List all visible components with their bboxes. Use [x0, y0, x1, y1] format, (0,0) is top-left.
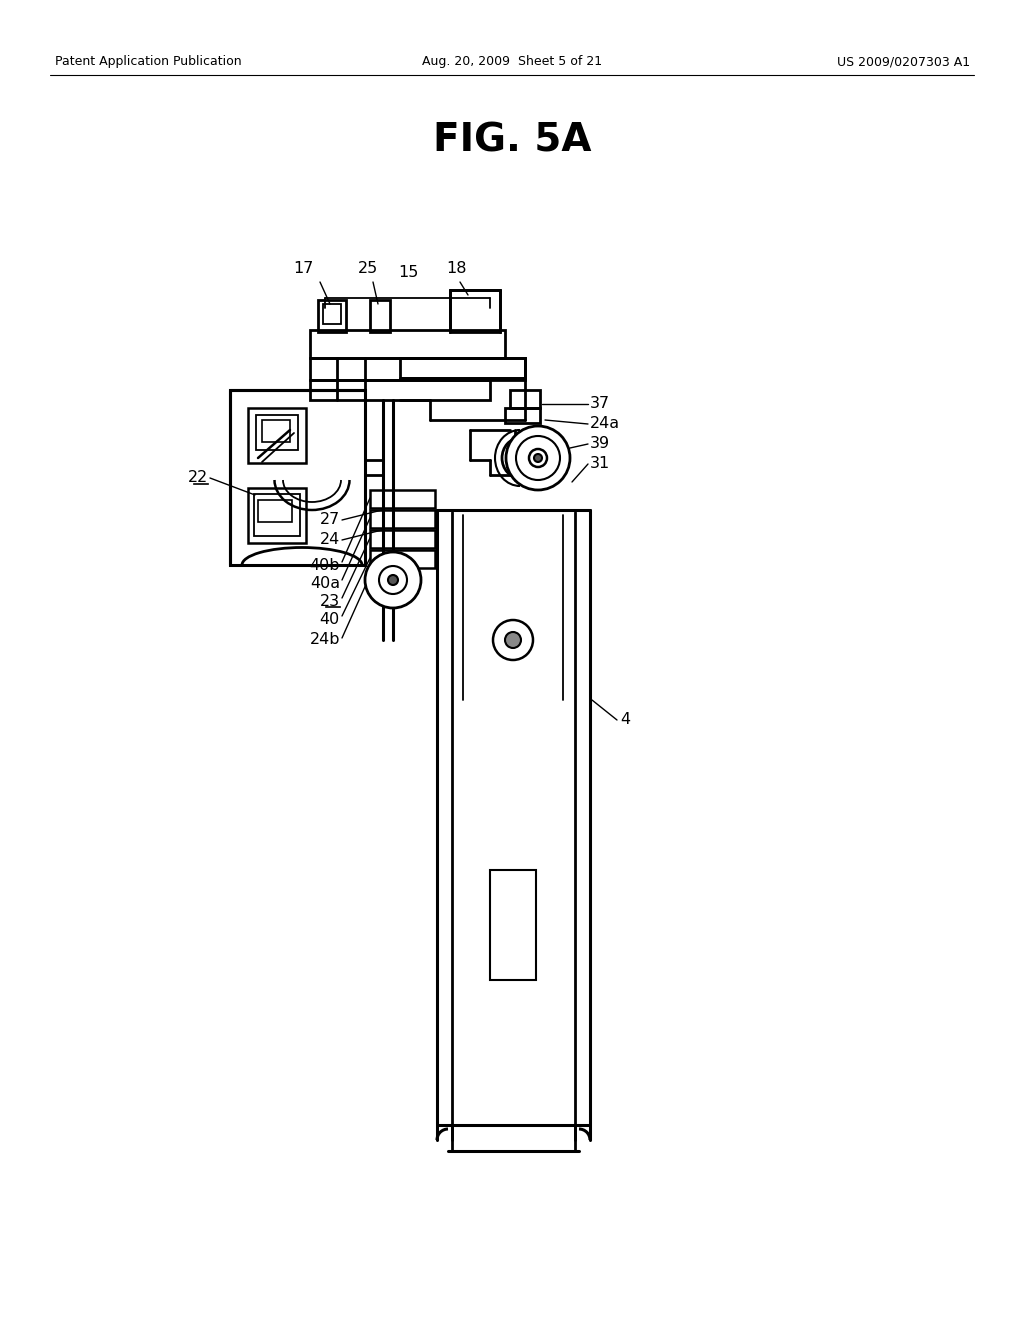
Circle shape	[493, 620, 534, 660]
Text: 22: 22	[187, 470, 208, 486]
Circle shape	[506, 426, 570, 490]
Circle shape	[529, 449, 547, 467]
Text: 39: 39	[590, 437, 610, 451]
Bar	[510, 389, 540, 408]
Text: US 2009/0207303 A1: US 2009/0207303 A1	[837, 55, 970, 69]
Text: 4: 4	[620, 713, 630, 727]
Text: Aug. 20, 2009  Sheet 5 of 21: Aug. 20, 2009 Sheet 5 of 21	[422, 55, 602, 69]
Bar	[505, 408, 540, 422]
Text: 17: 17	[293, 261, 313, 276]
Bar	[258, 500, 292, 521]
Bar	[370, 531, 435, 548]
Text: 40a: 40a	[310, 576, 340, 590]
Bar	[230, 389, 365, 565]
Text: 23: 23	[319, 594, 340, 609]
Bar	[370, 550, 435, 568]
Circle shape	[505, 632, 521, 648]
Bar	[450, 290, 500, 333]
Text: 24b: 24b	[309, 632, 340, 648]
Bar	[400, 358, 525, 378]
Bar	[318, 300, 346, 333]
Text: 31: 31	[590, 457, 610, 471]
Text: 37: 37	[590, 396, 610, 412]
Bar	[370, 490, 435, 508]
Text: 27: 27	[319, 512, 340, 528]
Text: FIG. 5A: FIG. 5A	[433, 121, 591, 158]
Bar	[256, 414, 298, 450]
Bar	[248, 408, 306, 463]
Text: 40b: 40b	[309, 557, 340, 573]
Text: 18: 18	[445, 261, 466, 276]
Bar	[310, 330, 505, 358]
Bar	[323, 304, 341, 323]
Circle shape	[534, 454, 542, 462]
Text: 40: 40	[319, 611, 340, 627]
Bar	[310, 380, 490, 400]
Text: 24: 24	[319, 532, 340, 548]
Bar	[262, 420, 290, 442]
Bar	[370, 510, 435, 528]
Bar	[370, 300, 390, 333]
Bar	[248, 488, 306, 543]
Text: Patent Application Publication: Patent Application Publication	[55, 55, 242, 69]
Text: 15: 15	[397, 265, 418, 280]
Bar	[490, 870, 536, 979]
Circle shape	[388, 576, 398, 585]
Text: 25: 25	[357, 261, 378, 276]
Bar	[254, 494, 300, 536]
Circle shape	[365, 552, 421, 609]
Text: 24a: 24a	[590, 417, 621, 432]
Bar	[310, 358, 525, 380]
